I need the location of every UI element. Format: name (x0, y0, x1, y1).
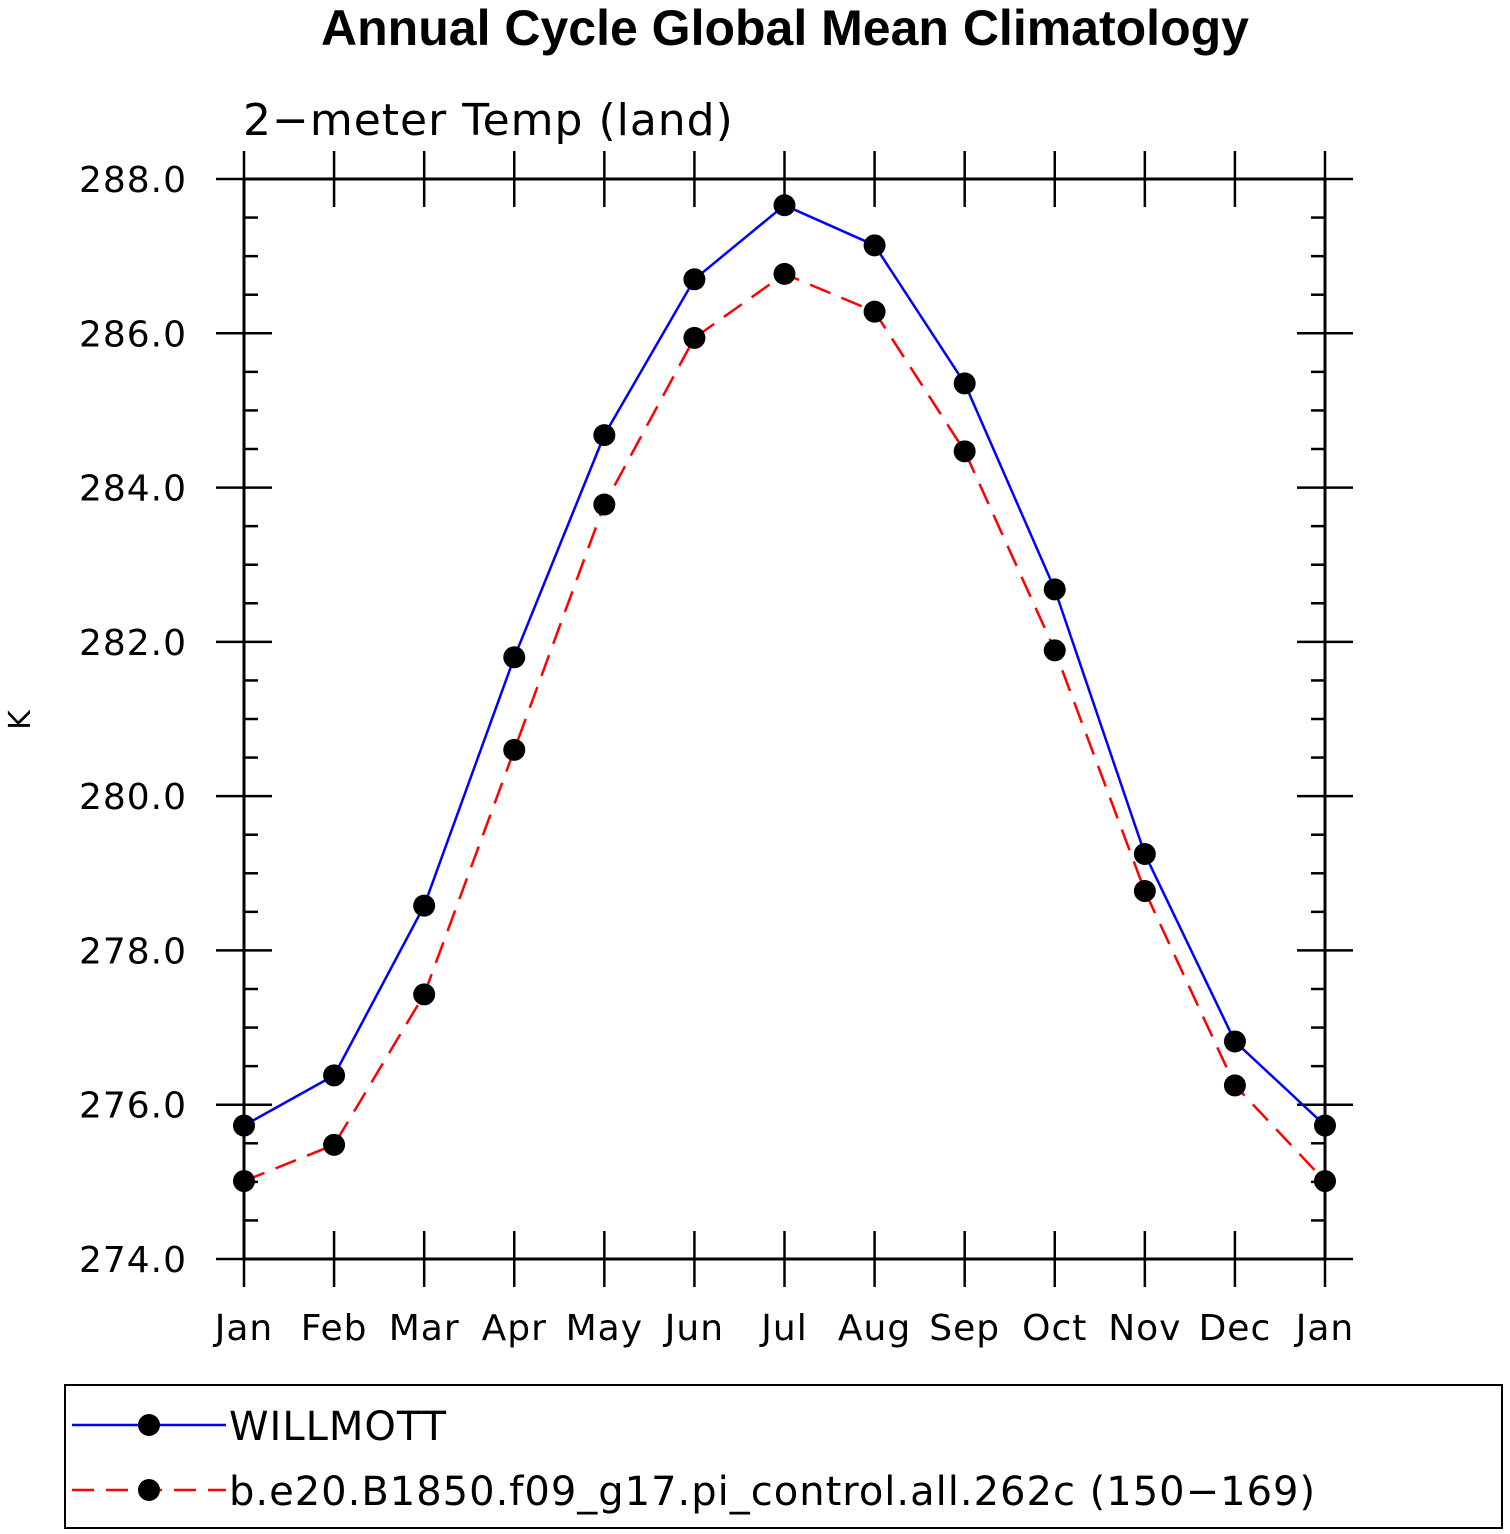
x-tick-label: Jan (1294, 1308, 1355, 1349)
x-tick-label: Mar (389, 1308, 460, 1349)
axis-ticks (216, 151, 1353, 1287)
data-point-1-8 (953, 440, 976, 463)
y-tick-label: 274.0 (79, 1240, 187, 1281)
data-point-1-1 (323, 1133, 346, 1156)
series-markers (233, 194, 1336, 1193)
data-point-0-10 (1133, 843, 1156, 865)
x-tick-label: Jun (663, 1308, 724, 1349)
chart-subtitle: 2−meter Temp (land) (243, 95, 734, 146)
data-point-0-6 (773, 194, 796, 217)
y-tick-label: 276.0 (79, 1086, 187, 1127)
data-point-1-7 (863, 300, 886, 323)
x-tick-label: Nov (1108, 1308, 1181, 1349)
data-point-1-5 (683, 326, 706, 349)
legend-marker-model (138, 1479, 160, 1501)
x-tick-label: Dec (1199, 1308, 1272, 1349)
x-tick-label: Jul (759, 1308, 807, 1349)
y-tick-label: 278.0 (79, 931, 187, 972)
legend-label-willmott: WILLMOTT (229, 1404, 447, 1450)
data-point-1-2 (413, 983, 436, 1006)
data-point-1-12 (1314, 1170, 1336, 1193)
y-tick-label: 288.0 (79, 160, 187, 201)
legend-label-model: b.e20.B1850.f09_g17.pi_control.all.262c … (229, 1469, 1316, 1515)
data-point-0-8 (953, 372, 976, 395)
y-tick-label: 286.0 (79, 314, 187, 355)
series-line-0 (243, 203, 1326, 1127)
legend-box (64, 1384, 1503, 1529)
x-tick-label: Jan (213, 1308, 274, 1349)
y-tick-labels: 274.0 276.0 278.0 280.0 282.0 284.0 286.0 288.0 (79, 160, 187, 1281)
data-point-1-0 (233, 1170, 255, 1193)
y-tick-label: 280.0 (79, 777, 187, 818)
x-tick-label: Feb (301, 1308, 368, 1349)
data-point-0-9 (1043, 578, 1066, 601)
data-point-1-3 (503, 738, 526, 761)
data-point-0-1 (323, 1064, 346, 1087)
x-tick-label: May (566, 1308, 643, 1349)
plot-frame (242, 177, 1327, 1261)
data-point-1-11 (1223, 1074, 1246, 1097)
x-tick-labels: Jan Feb Mar Apr May Jun Jul Aug Sep Oct Nov Dec Jan (213, 1308, 1355, 1349)
data-point-1-10 (1133, 880, 1156, 903)
data-point-0-2 (413, 894, 436, 917)
x-tick-label: Sep (929, 1308, 1000, 1349)
data-point-0-4 (593, 424, 616, 447)
x-tick-label: Apr (482, 1308, 547, 1349)
data-point-0-12 (1314, 1114, 1336, 1137)
data-point-1-9 (1043, 639, 1066, 662)
data-point-0-0 (233, 1114, 255, 1137)
chart-title: Annual Cycle Global Mean Climatology (321, 0, 1249, 56)
data-point-0-11 (1223, 1030, 1246, 1053)
data-point-1-4 (593, 493, 616, 516)
legend: WILLMOTT b.e20.B1850.f09_g17.pi_control.… (64, 1384, 1503, 1529)
data-point-0-3 (503, 646, 526, 669)
legend-marker-willmott (138, 1414, 160, 1436)
series-line-1 (243, 272, 1326, 1183)
x-tick-label: Oct (1022, 1308, 1087, 1349)
data-point-0-5 (683, 268, 706, 291)
series-lines (243, 203, 1326, 1183)
y-tick-label: 282.0 (79, 623, 187, 664)
data-point-1-6 (773, 262, 796, 285)
y-axis-label: K (3, 709, 38, 730)
x-tick-label: Aug (838, 1308, 911, 1349)
y-tick-label: 284.0 (79, 469, 187, 510)
data-point-0-7 (863, 234, 886, 257)
